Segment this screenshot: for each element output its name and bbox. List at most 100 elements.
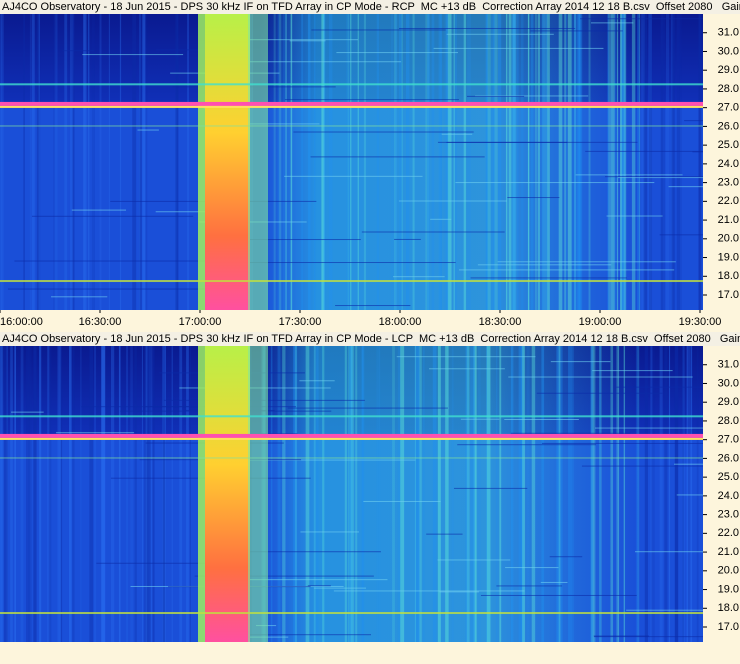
streak [679,14,682,310]
streak [171,346,174,642]
streak [322,346,324,642]
title-bar [0,0,740,14]
streak [390,14,394,310]
streak [3,346,8,642]
streak [535,14,537,310]
streak [698,14,700,310]
streak [176,14,179,310]
burst [205,14,250,310]
h-streak [575,174,683,176]
streak [637,14,640,310]
streak [80,346,82,642]
streak [361,346,364,642]
streak [132,14,137,310]
h-streak [480,594,637,596]
burst-tail [248,14,268,310]
h-streak [311,29,446,31]
streak [313,346,316,642]
streak [541,14,546,310]
streak [447,14,452,310]
streak [568,346,573,642]
streak [637,346,640,642]
streak [56,14,58,310]
streak [599,346,602,642]
h-streak [470,277,627,279]
h-streak [594,636,740,638]
h-streak [14,260,217,262]
streak [664,346,668,642]
streak [465,346,470,642]
streak [376,346,379,642]
streak [99,14,102,310]
h-streak [393,276,445,278]
streak [175,14,179,310]
h-streak [460,418,500,420]
streak [486,346,490,642]
streak [53,14,55,310]
h-streak [626,609,712,611]
y-tick-label: 25.0 [718,471,739,483]
streak [614,14,617,310]
streak [611,14,613,310]
streak [290,14,293,310]
streak [418,346,422,642]
h-streak [221,551,381,553]
h-streak [82,54,184,56]
streak [494,14,498,310]
streak [690,346,693,642]
streak [648,14,653,310]
streak [425,14,430,310]
y-tick-label: 30.0 [718,377,739,389]
x-tick-label: 19:00:00 [579,316,622,328]
streak [295,346,297,642]
streak [592,346,596,642]
streak [620,14,622,310]
streak [590,346,594,642]
streak [432,346,437,642]
h-streak [505,567,559,569]
streak [0,14,4,310]
h-streak [155,211,231,213]
y-tick-label: 21.0 [718,214,739,226]
h-streak [439,591,479,593]
streak [659,346,663,642]
y-tick-label: 23.0 [718,509,739,521]
streak [651,346,655,642]
h-streak [455,182,655,184]
streak [321,346,323,642]
streak [14,346,17,642]
streak [521,14,524,310]
streak [590,346,594,642]
streak [423,346,425,642]
streak [277,346,281,642]
x-tick-label: 17:30:00 [279,316,322,328]
streak [322,14,325,310]
h-streak [549,556,583,558]
interference [0,101,703,106]
streak [512,14,517,310]
h-streak [363,500,441,502]
streak [378,346,381,642]
h-streak [215,239,361,241]
streak [72,14,75,310]
streak [496,346,498,642]
h-streak [236,262,456,264]
streak [572,346,574,642]
streak [346,14,350,310]
streak [556,346,560,642]
streak [639,14,641,310]
streak [486,14,488,310]
streak [392,346,395,642]
streak [350,14,352,310]
streak [623,14,627,310]
h-streak [221,123,320,125]
h-streak [635,551,716,553]
h-streak [313,587,366,589]
streak [189,346,191,642]
streak [635,346,639,642]
h-streak [336,52,458,54]
streak [38,14,40,310]
y-tick-label: 27.0 [718,434,739,446]
h-streak [504,418,579,420]
h-streak [507,197,560,199]
